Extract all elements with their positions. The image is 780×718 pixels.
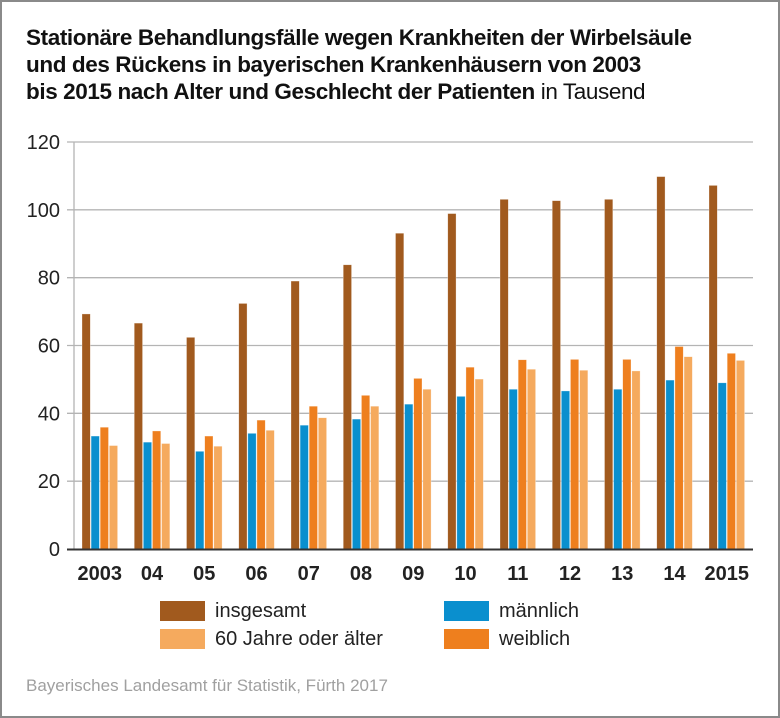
bar-maennlich bbox=[508, 388, 518, 550]
bar-insgesamt bbox=[133, 322, 143, 550]
bar-ab60 bbox=[213, 445, 223, 550]
bar-ab60 bbox=[161, 443, 171, 550]
title-line-2: und des Rückens in bayerischen Krankenhä… bbox=[26, 52, 641, 77]
legend-swatch-maennlich bbox=[444, 601, 489, 621]
bar-maennlich bbox=[90, 435, 100, 550]
legend-item-insgesamt: insgesamt bbox=[160, 598, 306, 624]
bar-insgesamt bbox=[708, 185, 718, 550]
x-tick-label: 12 bbox=[559, 563, 581, 585]
bar-insgesamt bbox=[290, 280, 300, 550]
y-tick-label: 120 bbox=[27, 132, 60, 154]
bar-ab60 bbox=[631, 370, 641, 550]
bar-weiblich bbox=[726, 353, 736, 550]
bar-insgesamt bbox=[395, 232, 405, 550]
bar-insgesamt bbox=[342, 264, 352, 550]
legend-swatch-60-plus bbox=[160, 629, 205, 649]
bar-insgesamt bbox=[551, 200, 561, 550]
bar-insgesamt bbox=[186, 337, 196, 550]
legend-item-maennlich: männlich bbox=[444, 598, 579, 624]
legend-label: insgesamt bbox=[215, 599, 307, 622]
y-axis-tick-labels: 0 20 40 60 80 100 120 bbox=[27, 132, 60, 561]
bar-maennlich bbox=[404, 403, 414, 550]
title-unit: in Tausend bbox=[540, 79, 646, 104]
bar-ab60 bbox=[109, 445, 118, 550]
title-line-1: Stationäre Behandlungsfälle wegen Krankh… bbox=[26, 25, 692, 50]
legend-label: weiblich bbox=[499, 627, 571, 650]
bar-ab60 bbox=[370, 405, 380, 550]
legend-label: 60 Jahre oder älter bbox=[215, 627, 383, 650]
bar-weiblich bbox=[99, 426, 109, 550]
bar-weiblich bbox=[465, 366, 475, 550]
bar-maennlich bbox=[352, 418, 361, 550]
bar-ab60 bbox=[683, 356, 693, 550]
bar-maennlich bbox=[299, 424, 309, 550]
bar-maennlich bbox=[613, 388, 623, 550]
y-tick-label: 60 bbox=[38, 336, 60, 358]
legend-item-weiblich: weiblich bbox=[444, 626, 570, 652]
bar-chart: 0 20 40 60 80 100 120 2003 04 05 06 07 08 09 10 11 12 13… bbox=[27, 132, 753, 585]
y-tick-label: 100 bbox=[27, 200, 60, 222]
bar-weiblich bbox=[517, 359, 527, 550]
bar-weiblich bbox=[256, 419, 266, 550]
y-tick-label: 40 bbox=[38, 403, 60, 425]
bar-ab60 bbox=[526, 368, 536, 550]
y-tick-label: 20 bbox=[38, 471, 60, 493]
bars bbox=[81, 176, 745, 550]
x-tick-label: 11 bbox=[507, 563, 528, 585]
x-tick-label: 10 bbox=[454, 563, 476, 585]
bar-weiblich bbox=[622, 359, 632, 550]
x-tick-label: 06 bbox=[245, 563, 267, 585]
bar-weiblich bbox=[674, 346, 684, 550]
bar-weiblich bbox=[570, 359, 580, 550]
bar-insgesamt bbox=[447, 213, 457, 550]
y-tick-label: 80 bbox=[38, 268, 60, 290]
x-tick-label: 07 bbox=[298, 563, 320, 585]
x-tick-label: 09 bbox=[402, 563, 424, 585]
legend-label: männlich bbox=[499, 599, 580, 622]
legend-item-60-plus: 60 Jahre oder älter bbox=[160, 626, 383, 652]
bar-maennlich bbox=[717, 382, 727, 550]
bar-ab60 bbox=[474, 378, 484, 550]
bar-maennlich bbox=[143, 441, 152, 550]
title-line-3: bis 2015 nach Alter und Geschlecht der P… bbox=[26, 79, 535, 104]
bar-insgesamt bbox=[238, 303, 248, 550]
bar-ab60 bbox=[422, 388, 432, 550]
legend-swatch-weiblich bbox=[444, 629, 489, 649]
x-axis-tick-labels: 2003 04 05 06 07 08 09 10 11 12 13 14 2015 bbox=[78, 563, 750, 585]
bar-ab60 bbox=[735, 360, 745, 550]
bar-weiblich bbox=[361, 395, 371, 550]
source-note: Bayerisches Landesamt für Statistik, Für… bbox=[26, 676, 388, 695]
chart-title: Stationäre Behandlungsfälle wegen Krankh… bbox=[26, 24, 766, 105]
bar-maennlich bbox=[247, 433, 257, 550]
bar-ab60 bbox=[265, 429, 275, 550]
x-tick-label: 2003 bbox=[78, 563, 123, 585]
x-tick-label: 2015 bbox=[705, 563, 750, 585]
y-tick-label: 0 bbox=[49, 539, 60, 561]
x-tick-label: 05 bbox=[193, 563, 215, 585]
bar-weiblich bbox=[413, 378, 423, 550]
bar-insgesamt bbox=[604, 199, 614, 550]
x-tick-label: 13 bbox=[611, 563, 633, 585]
bar-weiblich bbox=[308, 405, 318, 550]
bar-insgesamt bbox=[81, 313, 91, 550]
x-tick-label: 14 bbox=[663, 563, 686, 585]
bar-maennlich bbox=[665, 379, 675, 550]
bar-ab60 bbox=[317, 417, 327, 550]
bar-insgesamt bbox=[656, 176, 666, 550]
x-tick-label: 08 bbox=[350, 563, 372, 585]
bar-maennlich bbox=[195, 451, 205, 550]
bar-weiblich bbox=[204, 435, 214, 550]
bar-maennlich bbox=[456, 396, 466, 550]
bar-insgesamt bbox=[499, 199, 509, 550]
x-tick-label: 04 bbox=[141, 563, 164, 585]
legend-swatch-insgesamt bbox=[160, 601, 205, 621]
bar-weiblich bbox=[152, 430, 162, 550]
bar-ab60 bbox=[579, 369, 589, 550]
bar-maennlich bbox=[561, 390, 570, 550]
legend: insgesamt männlich 60 Jahre oder älter w… bbox=[0, 598, 780, 658]
